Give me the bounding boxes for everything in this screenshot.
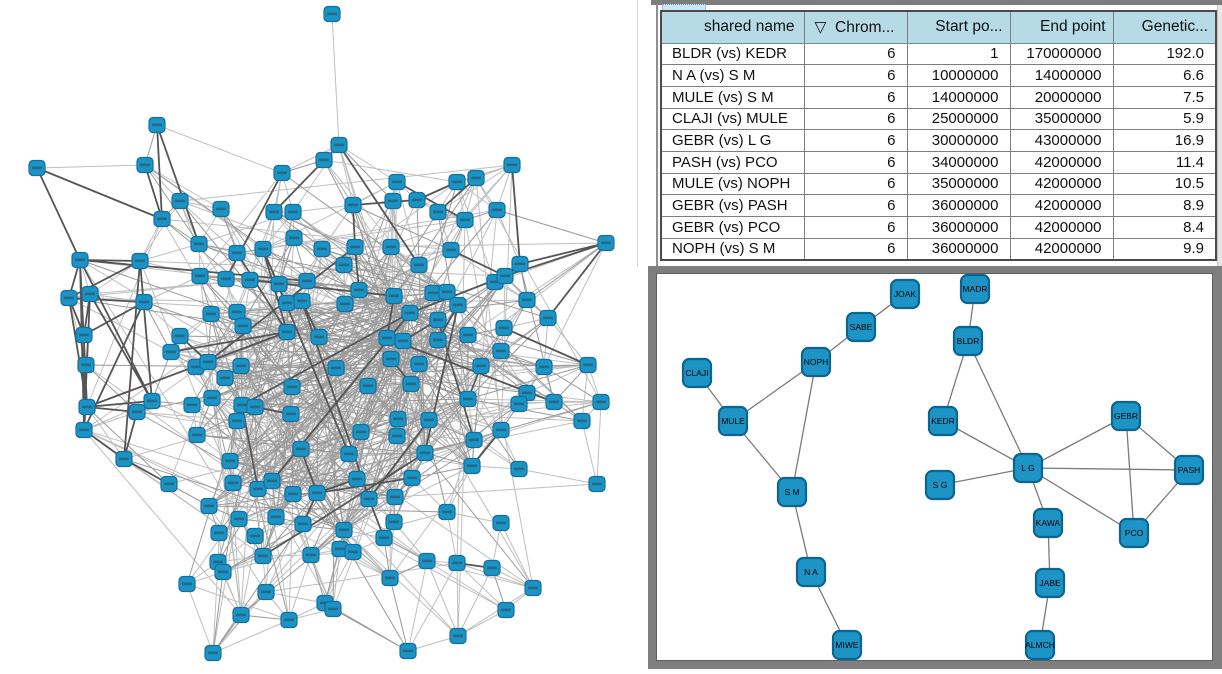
svg-text:JABE: JABE (1039, 578, 1061, 588)
svg-text:SABE: SABE (850, 322, 873, 332)
svg-text:L G: L G (1021, 463, 1034, 473)
svg-text:KEDR: KEDR (931, 416, 955, 426)
svg-text:JOAK: JOAK (894, 289, 917, 299)
svg-text:PASH: PASH (1178, 465, 1201, 475)
svg-text:NOPH: NOPH (804, 357, 829, 367)
svg-text:N A: N A (804, 567, 818, 577)
svg-text:S G: S G (933, 480, 948, 490)
svg-text:MADR: MADR (962, 284, 987, 294)
svg-text:CLAJI: CLAJI (685, 368, 708, 378)
svg-text:MULE: MULE (721, 416, 745, 426)
svg-text:S M: S M (784, 487, 799, 497)
svg-text:GEBR: GEBR (1114, 411, 1138, 421)
svg-text:ALMCH: ALMCH (1025, 640, 1055, 650)
svg-text:PCO: PCO (1125, 528, 1144, 538)
svg-text:KAWA: KAWA (1036, 518, 1061, 528)
svg-text:BLDR: BLDR (957, 336, 980, 346)
svg-text:MIWE: MIWE (835, 640, 858, 650)
